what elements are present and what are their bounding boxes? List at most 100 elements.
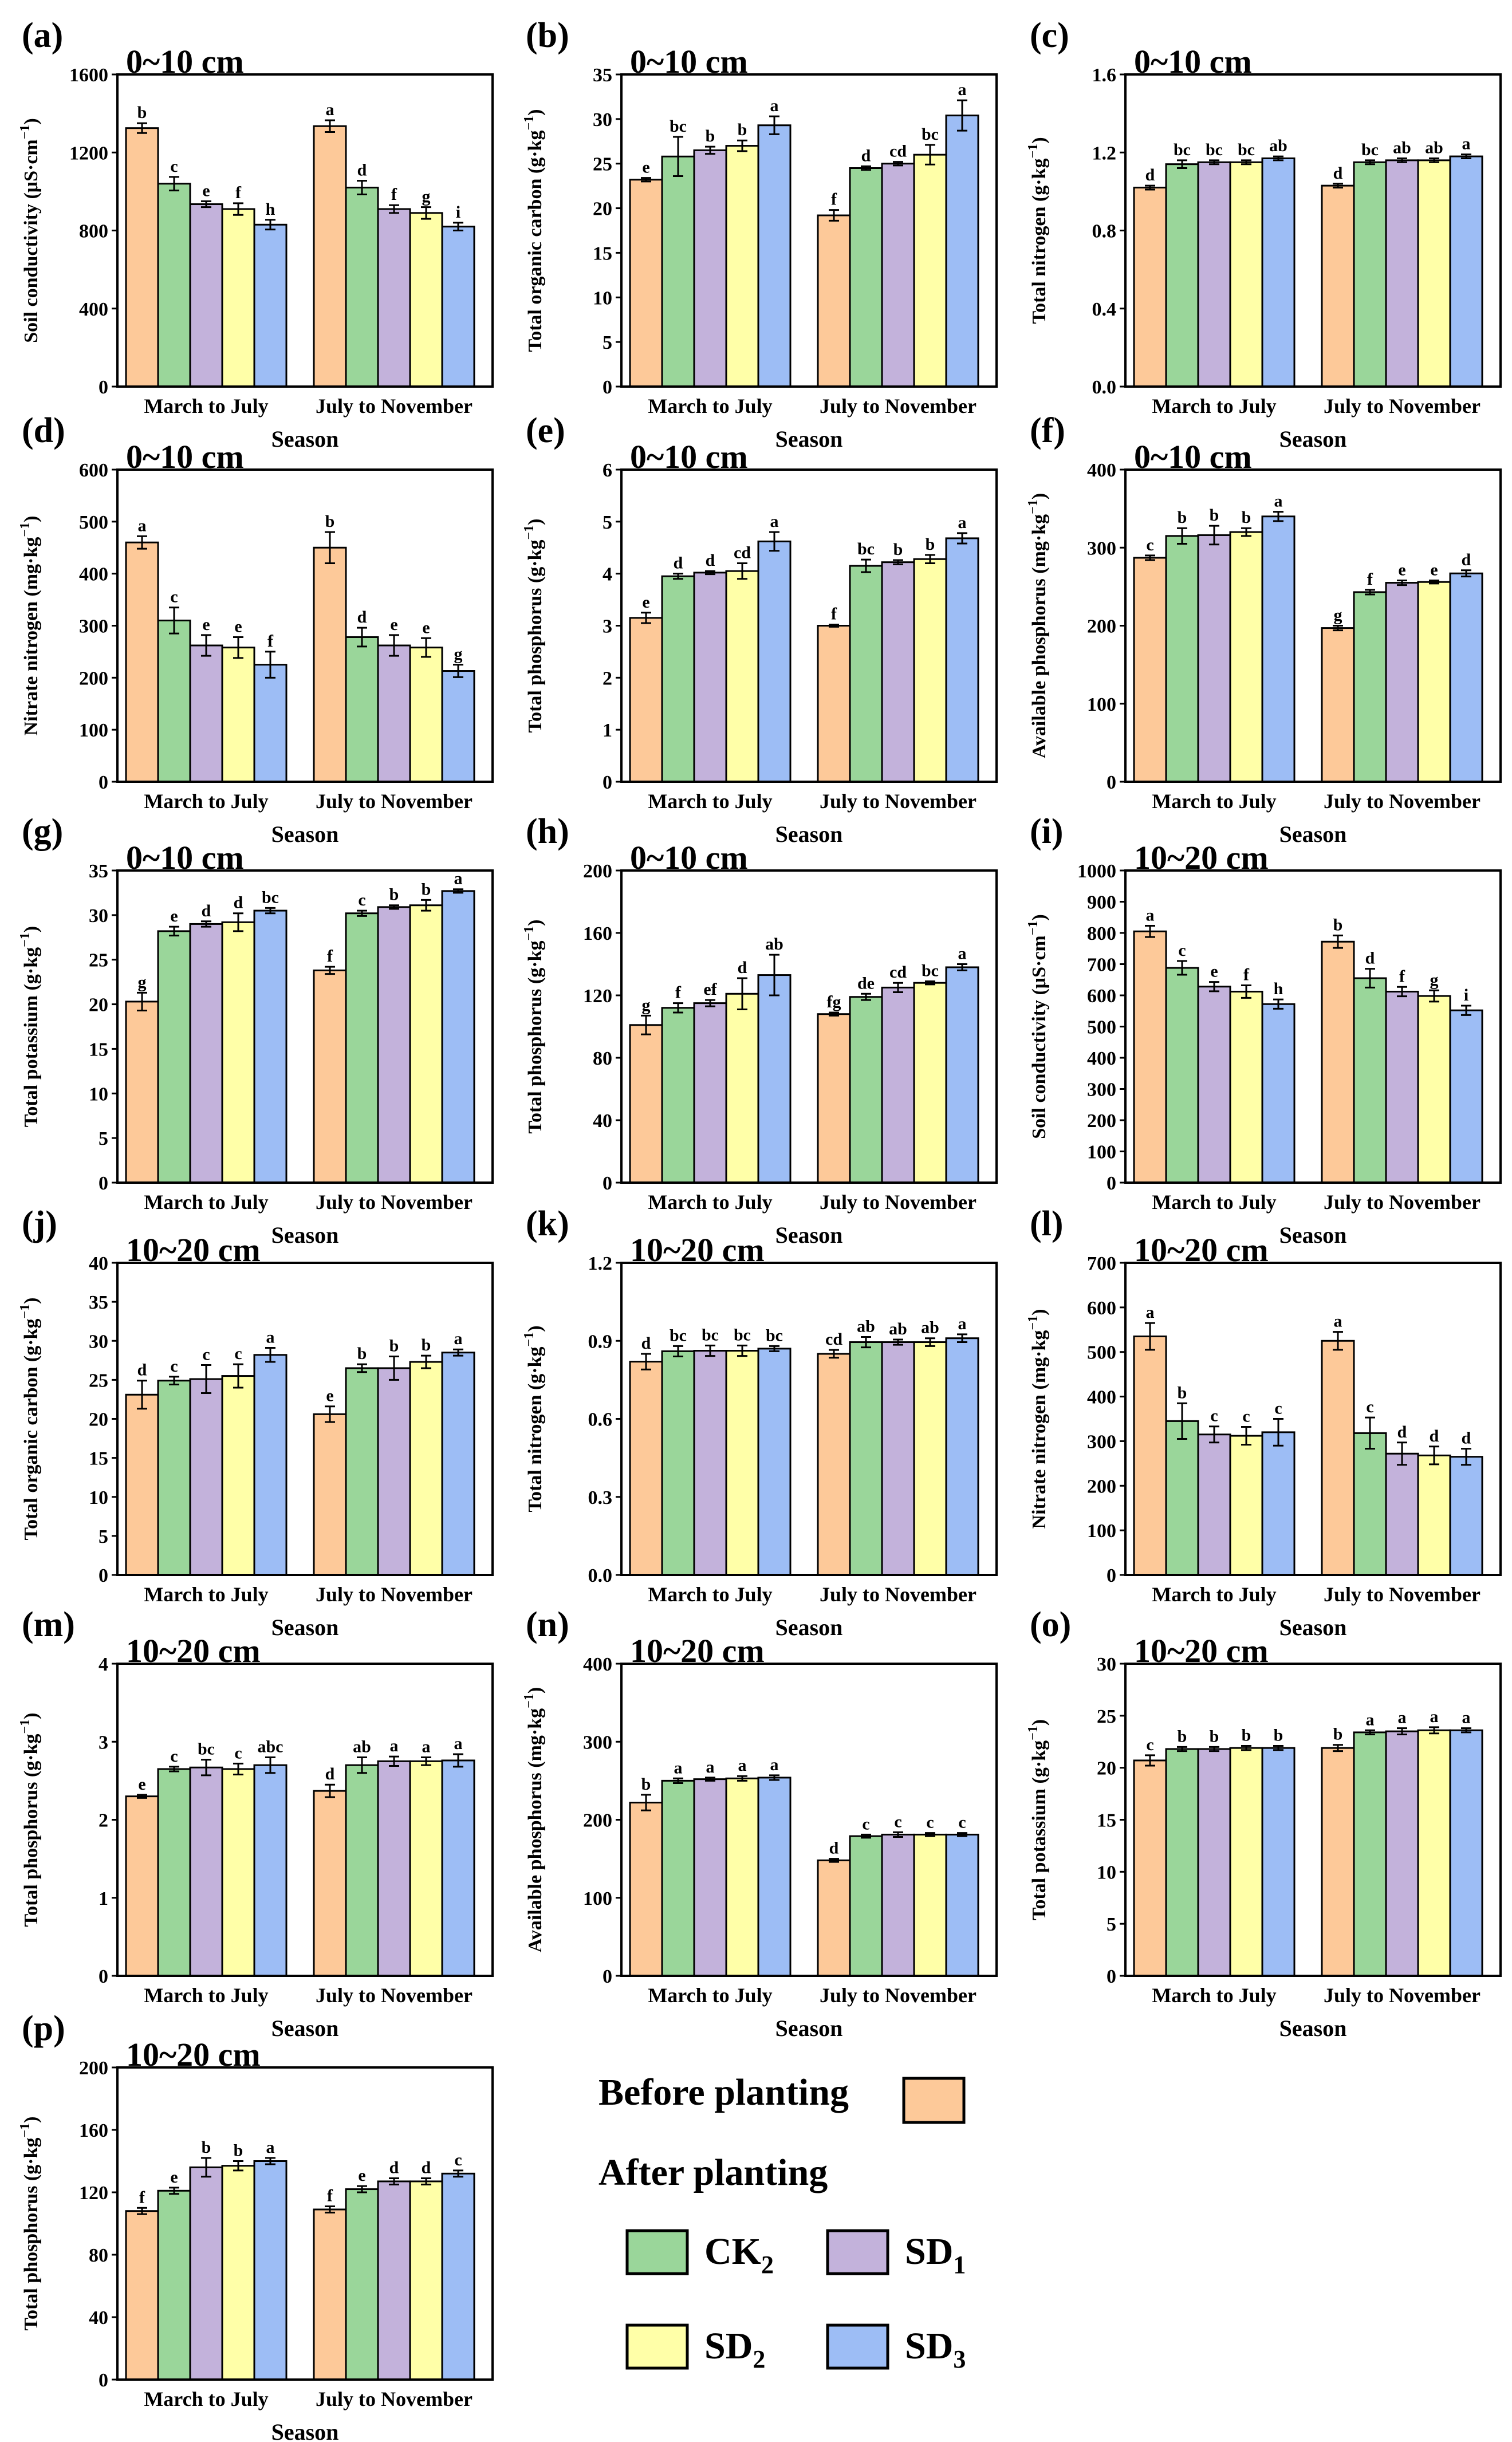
- bar: [157, 1380, 191, 1576]
- bar: [313, 1413, 347, 1576]
- significance-letter: a: [138, 516, 147, 535]
- significance-letter: d: [829, 1839, 839, 1858]
- bar: [345, 2188, 379, 2381]
- significance-letter: c: [170, 1747, 178, 1766]
- bar: [913, 982, 947, 1184]
- y-tick-label: 4: [99, 1654, 108, 1675]
- bar: [221, 1768, 255, 1977]
- significance-letter: a: [770, 1755, 779, 1774]
- significance-letter: d: [325, 1764, 335, 1783]
- y-axis-label-close: ): [21, 1298, 42, 1304]
- panel-label: (m): [22, 1605, 75, 1644]
- bar: [189, 203, 223, 388]
- significance-letter: bc: [670, 1326, 687, 1345]
- significance-letter: f: [1367, 570, 1373, 589]
- y-axis-label: Total potassium (g·kg−1): [1026, 1719, 1050, 1920]
- y-tick-label: 5: [1107, 1914, 1116, 1935]
- x-axis-label: Season: [271, 1222, 339, 1248]
- significance-letter: b: [1210, 506, 1219, 525]
- bar: [1261, 1431, 1296, 1576]
- bar: [757, 1777, 792, 1977]
- panel-label: (o): [1030, 1605, 1071, 1644]
- significance-letter: a: [770, 512, 779, 531]
- y-tick-label: 900: [1087, 892, 1116, 913]
- y-tick-label: 15: [1097, 1810, 1116, 1832]
- bar: [1165, 967, 1199, 1184]
- y-tick-label: 300: [1087, 538, 1116, 559]
- y-tick-label: 0.3: [588, 1487, 613, 1508]
- y-tick-label: 3: [603, 616, 612, 637]
- bar: [157, 619, 191, 783]
- y-axis-label-close: ): [21, 2116, 42, 2122]
- y-axis-label: Nitrate nitrogen (mg·kg−1): [1026, 1309, 1050, 1529]
- bar: [313, 2208, 347, 2381]
- significance-letter: d: [357, 608, 367, 627]
- significance-letter: ab: [1269, 136, 1287, 155]
- y-axis-label-text: Total phosphorus (g·kg: [21, 2138, 42, 2331]
- significance-letter: bc: [1238, 140, 1255, 159]
- bar: [221, 2165, 255, 2381]
- bar: [725, 570, 759, 783]
- y-tick-label: 10: [1097, 1862, 1116, 1883]
- significance-letter: bc: [734, 1325, 751, 1344]
- bar: [409, 2180, 443, 2381]
- bar: [221, 1375, 255, 1576]
- plot-frame: [1124, 468, 1502, 783]
- significance-letter: ab: [857, 1317, 875, 1336]
- significance-letter: d: [1462, 550, 1471, 569]
- x-axis-label: Season: [271, 1614, 339, 1640]
- significance-letter: a: [454, 869, 463, 888]
- bar: [221, 647, 255, 783]
- y-axis-label-text: Total phosphorus (g·kg: [525, 540, 546, 733]
- y-tick-label: 2: [99, 1810, 108, 1832]
- x-tick-label: March to July: [1152, 1583, 1276, 1606]
- bar: [1417, 1454, 1451, 1576]
- x-tick-label: July to November: [316, 790, 472, 813]
- y-axis-label-sup: −1: [522, 1332, 537, 1347]
- bar: [849, 565, 883, 783]
- bar: [125, 1001, 159, 1184]
- bar: [1229, 990, 1263, 1184]
- significance-letter: f: [675, 983, 682, 1002]
- y-tick-label: 0: [99, 377, 108, 398]
- x-tick-label: March to July: [648, 395, 772, 417]
- bar: [725, 145, 759, 388]
- y-axis-label-text: Soil conductivity (μS·cm: [1029, 935, 1050, 1139]
- x-tick-label: March to July: [1152, 1984, 1276, 2007]
- legend-before-label: Before planting: [598, 2071, 849, 2113]
- bar: [1321, 1340, 1355, 1576]
- panel-label: (j): [22, 1204, 57, 1243]
- x-axis-label: Season: [775, 1614, 843, 1640]
- significance-letter: e: [1430, 560, 1438, 579]
- significance-letter: c: [170, 588, 178, 606]
- significance-letter: de: [857, 974, 875, 992]
- bar: [1321, 940, 1355, 1184]
- significance-letter: a: [422, 1738, 431, 1756]
- significance-letter: c: [1210, 1407, 1218, 1425]
- bar: [1449, 1456, 1483, 1576]
- significance-letter: g: [642, 995, 651, 1014]
- y-tick-label: 0: [1107, 1565, 1116, 1586]
- bar: [313, 546, 347, 783]
- y-axis-label-close: ): [1029, 1309, 1050, 1315]
- bar: [693, 1350, 727, 1576]
- y-tick-label: 5: [603, 332, 612, 353]
- significance-letter: c: [358, 891, 365, 909]
- legend-item-sub: 2: [753, 2345, 765, 2373]
- y-tick-label: 80: [89, 2245, 108, 2266]
- y-axis-label-sup: −1: [18, 125, 33, 140]
- bar: [629, 1802, 663, 1977]
- x-tick-label: July to November: [1324, 1191, 1480, 1214]
- bar: [1197, 986, 1231, 1184]
- significance-letter: a: [266, 1328, 275, 1347]
- significance-letter: e: [642, 158, 649, 177]
- y-tick-label: 300: [583, 1732, 612, 1753]
- y-tick-label: 35: [89, 1292, 108, 1313]
- panel-l: (l)10~20 cm0100200300400500600700Nitrate…: [1026, 1204, 1502, 1640]
- bar: [817, 214, 851, 388]
- x-tick-label: March to July: [144, 1583, 268, 1606]
- bar: [945, 1833, 979, 1977]
- bar: [189, 644, 223, 783]
